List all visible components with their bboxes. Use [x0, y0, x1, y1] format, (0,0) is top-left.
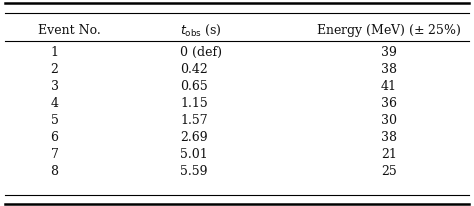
Text: 39: 39: [381, 46, 397, 59]
Text: Energy (MeV) ($\pm$ 25%): Energy (MeV) ($\pm$ 25%): [316, 21, 462, 38]
Text: 3: 3: [51, 80, 58, 93]
Text: 21: 21: [381, 147, 397, 160]
Text: 5.59: 5.59: [180, 164, 208, 177]
Text: 1.57: 1.57: [180, 114, 208, 126]
Text: 30: 30: [381, 114, 397, 126]
Text: 0.65: 0.65: [180, 80, 208, 93]
Text: 1.15: 1.15: [180, 97, 208, 110]
Text: 5.01: 5.01: [180, 147, 208, 160]
Text: 25: 25: [381, 164, 397, 177]
Text: 8: 8: [51, 164, 58, 177]
Text: Event No.: Event No.: [38, 23, 100, 36]
Text: 7: 7: [51, 147, 58, 160]
Text: 38: 38: [381, 63, 397, 76]
Text: 38: 38: [381, 131, 397, 143]
Text: 2.69: 2.69: [180, 131, 208, 143]
Text: 5: 5: [51, 114, 58, 126]
Text: 0 (def): 0 (def): [180, 46, 222, 59]
Text: 36: 36: [381, 97, 397, 110]
Text: 2: 2: [51, 63, 58, 76]
Text: 1: 1: [51, 46, 58, 59]
Text: $t_{\mathrm{obs}}$ (s): $t_{\mathrm{obs}}$ (s): [180, 22, 222, 37]
Text: 6: 6: [51, 131, 58, 143]
Text: 0.42: 0.42: [180, 63, 208, 76]
Text: 41: 41: [381, 80, 397, 93]
Text: 4: 4: [51, 97, 58, 110]
